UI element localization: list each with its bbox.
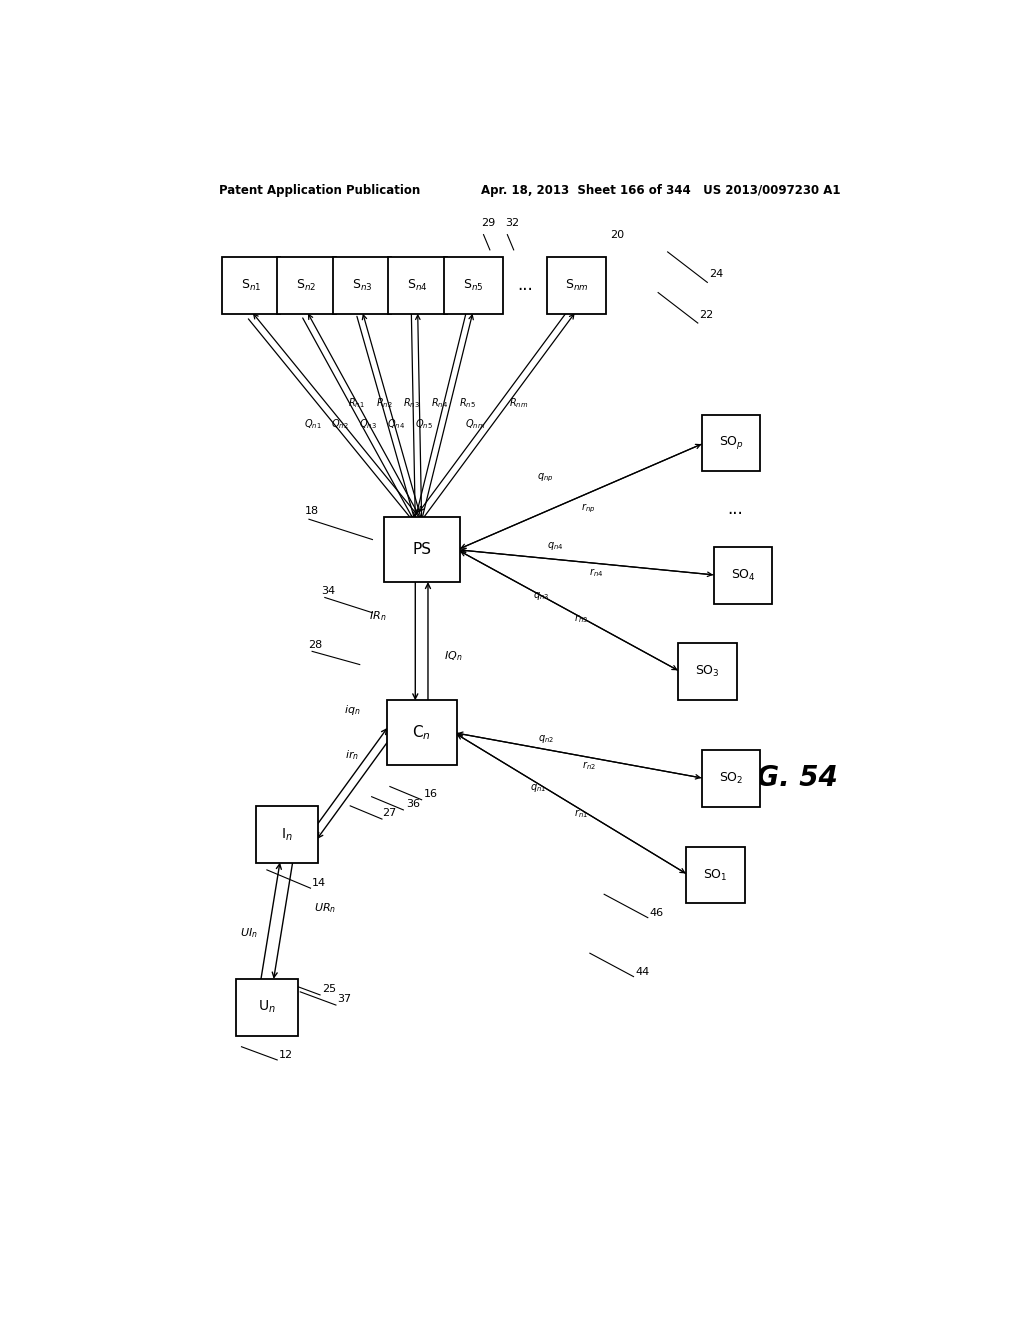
Text: 27: 27 <box>382 808 396 818</box>
Text: iq$_n$: iq$_n$ <box>344 704 360 717</box>
FancyBboxPatch shape <box>701 750 761 807</box>
Text: R$_{n4}$: R$_{n4}$ <box>431 396 449 411</box>
Text: 16: 16 <box>424 788 438 799</box>
Text: r$_{n2}$: r$_{n2}$ <box>582 759 596 772</box>
Text: IR$_n$: IR$_n$ <box>370 609 387 623</box>
Text: 20: 20 <box>610 230 625 240</box>
Text: R$_{n5}$: R$_{n5}$ <box>459 396 476 411</box>
FancyBboxPatch shape <box>701 414 761 471</box>
Text: q$_{n1}$: q$_{n1}$ <box>529 781 546 793</box>
Text: UI$_n$: UI$_n$ <box>240 927 258 940</box>
Text: ...: ... <box>727 500 743 517</box>
Text: Q$_{n1}$: Q$_{n1}$ <box>304 417 322 430</box>
Text: 44: 44 <box>635 966 649 977</box>
FancyBboxPatch shape <box>221 257 281 314</box>
Text: SO$_4$: SO$_4$ <box>730 568 756 582</box>
Text: S$_{n1}$: S$_{n1}$ <box>241 279 261 293</box>
Text: q$_{n3}$: q$_{n3}$ <box>532 590 549 602</box>
Text: Q$_{n2}$: Q$_{n2}$ <box>332 417 349 430</box>
Text: 37: 37 <box>338 994 351 1005</box>
Text: q$_{n2}$: q$_{n2}$ <box>538 734 554 746</box>
Text: 25: 25 <box>322 983 336 994</box>
Text: S$_{nm}$: S$_{nm}$ <box>564 279 588 293</box>
Text: Patent Application Publication: Patent Application Publication <box>219 185 421 198</box>
Text: q$_{np}$: q$_{np}$ <box>537 471 553 484</box>
Text: S$_{n5}$: S$_{n5}$ <box>463 279 483 293</box>
Text: S$_{n3}$: S$_{n3}$ <box>352 279 373 293</box>
Text: UR$_n$: UR$_n$ <box>313 902 336 915</box>
Text: R$_{nm}$: R$_{nm}$ <box>509 396 528 411</box>
Text: ir$_n$: ir$_n$ <box>345 748 359 762</box>
Text: r$_{n1}$: r$_{n1}$ <box>573 808 588 820</box>
Text: 28: 28 <box>308 640 323 651</box>
Text: FIG. 54: FIG. 54 <box>727 764 838 792</box>
Text: SO$_1$: SO$_1$ <box>702 867 728 883</box>
Text: R$_{n2}$: R$_{n2}$ <box>376 396 392 411</box>
Text: Q$_{n3}$: Q$_{n3}$ <box>359 417 377 430</box>
Text: 18: 18 <box>305 506 319 516</box>
Text: 29: 29 <box>481 219 496 228</box>
Text: U$_n$: U$_n$ <box>258 999 275 1015</box>
Text: r$_{n3}$: r$_{n3}$ <box>573 612 588 626</box>
FancyBboxPatch shape <box>678 643 736 700</box>
Text: q$_{n4}$: q$_{n4}$ <box>547 540 563 552</box>
Text: 36: 36 <box>406 799 420 809</box>
Text: S$_{n4}$: S$_{n4}$ <box>408 279 428 293</box>
Text: SO$_3$: SO$_3$ <box>695 664 720 680</box>
FancyBboxPatch shape <box>443 257 503 314</box>
FancyBboxPatch shape <box>686 846 744 903</box>
FancyBboxPatch shape <box>388 257 447 314</box>
FancyBboxPatch shape <box>714 546 772 603</box>
Text: Apr. 18, 2013  Sheet 166 of 344   US 2013/0097230 A1: Apr. 18, 2013 Sheet 166 of 344 US 2013/0… <box>481 185 841 198</box>
FancyBboxPatch shape <box>547 257 606 314</box>
FancyBboxPatch shape <box>333 257 391 314</box>
Text: 14: 14 <box>312 878 327 888</box>
Text: SO$_2$: SO$_2$ <box>719 771 743 785</box>
FancyBboxPatch shape <box>384 517 460 582</box>
Text: r$_{np}$: r$_{np}$ <box>582 502 596 515</box>
FancyBboxPatch shape <box>387 700 457 766</box>
Text: 22: 22 <box>699 310 714 319</box>
Text: r$_{n4}$: r$_{n4}$ <box>589 566 603 579</box>
Text: Q$_{nm}$: Q$_{nm}$ <box>465 417 485 430</box>
Text: S$_{n2}$: S$_{n2}$ <box>297 279 316 293</box>
Text: R$_{n3}$: R$_{n3}$ <box>403 396 420 411</box>
FancyBboxPatch shape <box>278 257 336 314</box>
Text: Q$_{n5}$: Q$_{n5}$ <box>415 417 432 430</box>
Text: 24: 24 <box>709 269 723 280</box>
Text: 12: 12 <box>279 1049 293 1060</box>
FancyBboxPatch shape <box>236 978 298 1036</box>
Text: I$_n$: I$_n$ <box>281 826 293 842</box>
Text: Q$_{n4}$: Q$_{n4}$ <box>387 417 404 430</box>
Text: 32: 32 <box>505 219 519 228</box>
Text: SO$_p$: SO$_p$ <box>719 434 743 451</box>
Text: IQ$_n$: IQ$_n$ <box>444 649 463 664</box>
Text: ...: ... <box>517 276 532 294</box>
Text: C$_n$: C$_n$ <box>413 723 431 742</box>
Text: PS: PS <box>412 543 431 557</box>
Text: 46: 46 <box>649 908 664 917</box>
FancyBboxPatch shape <box>256 805 317 863</box>
Text: 34: 34 <box>321 586 335 597</box>
Text: R$_{n1}$: R$_{n1}$ <box>348 396 365 411</box>
